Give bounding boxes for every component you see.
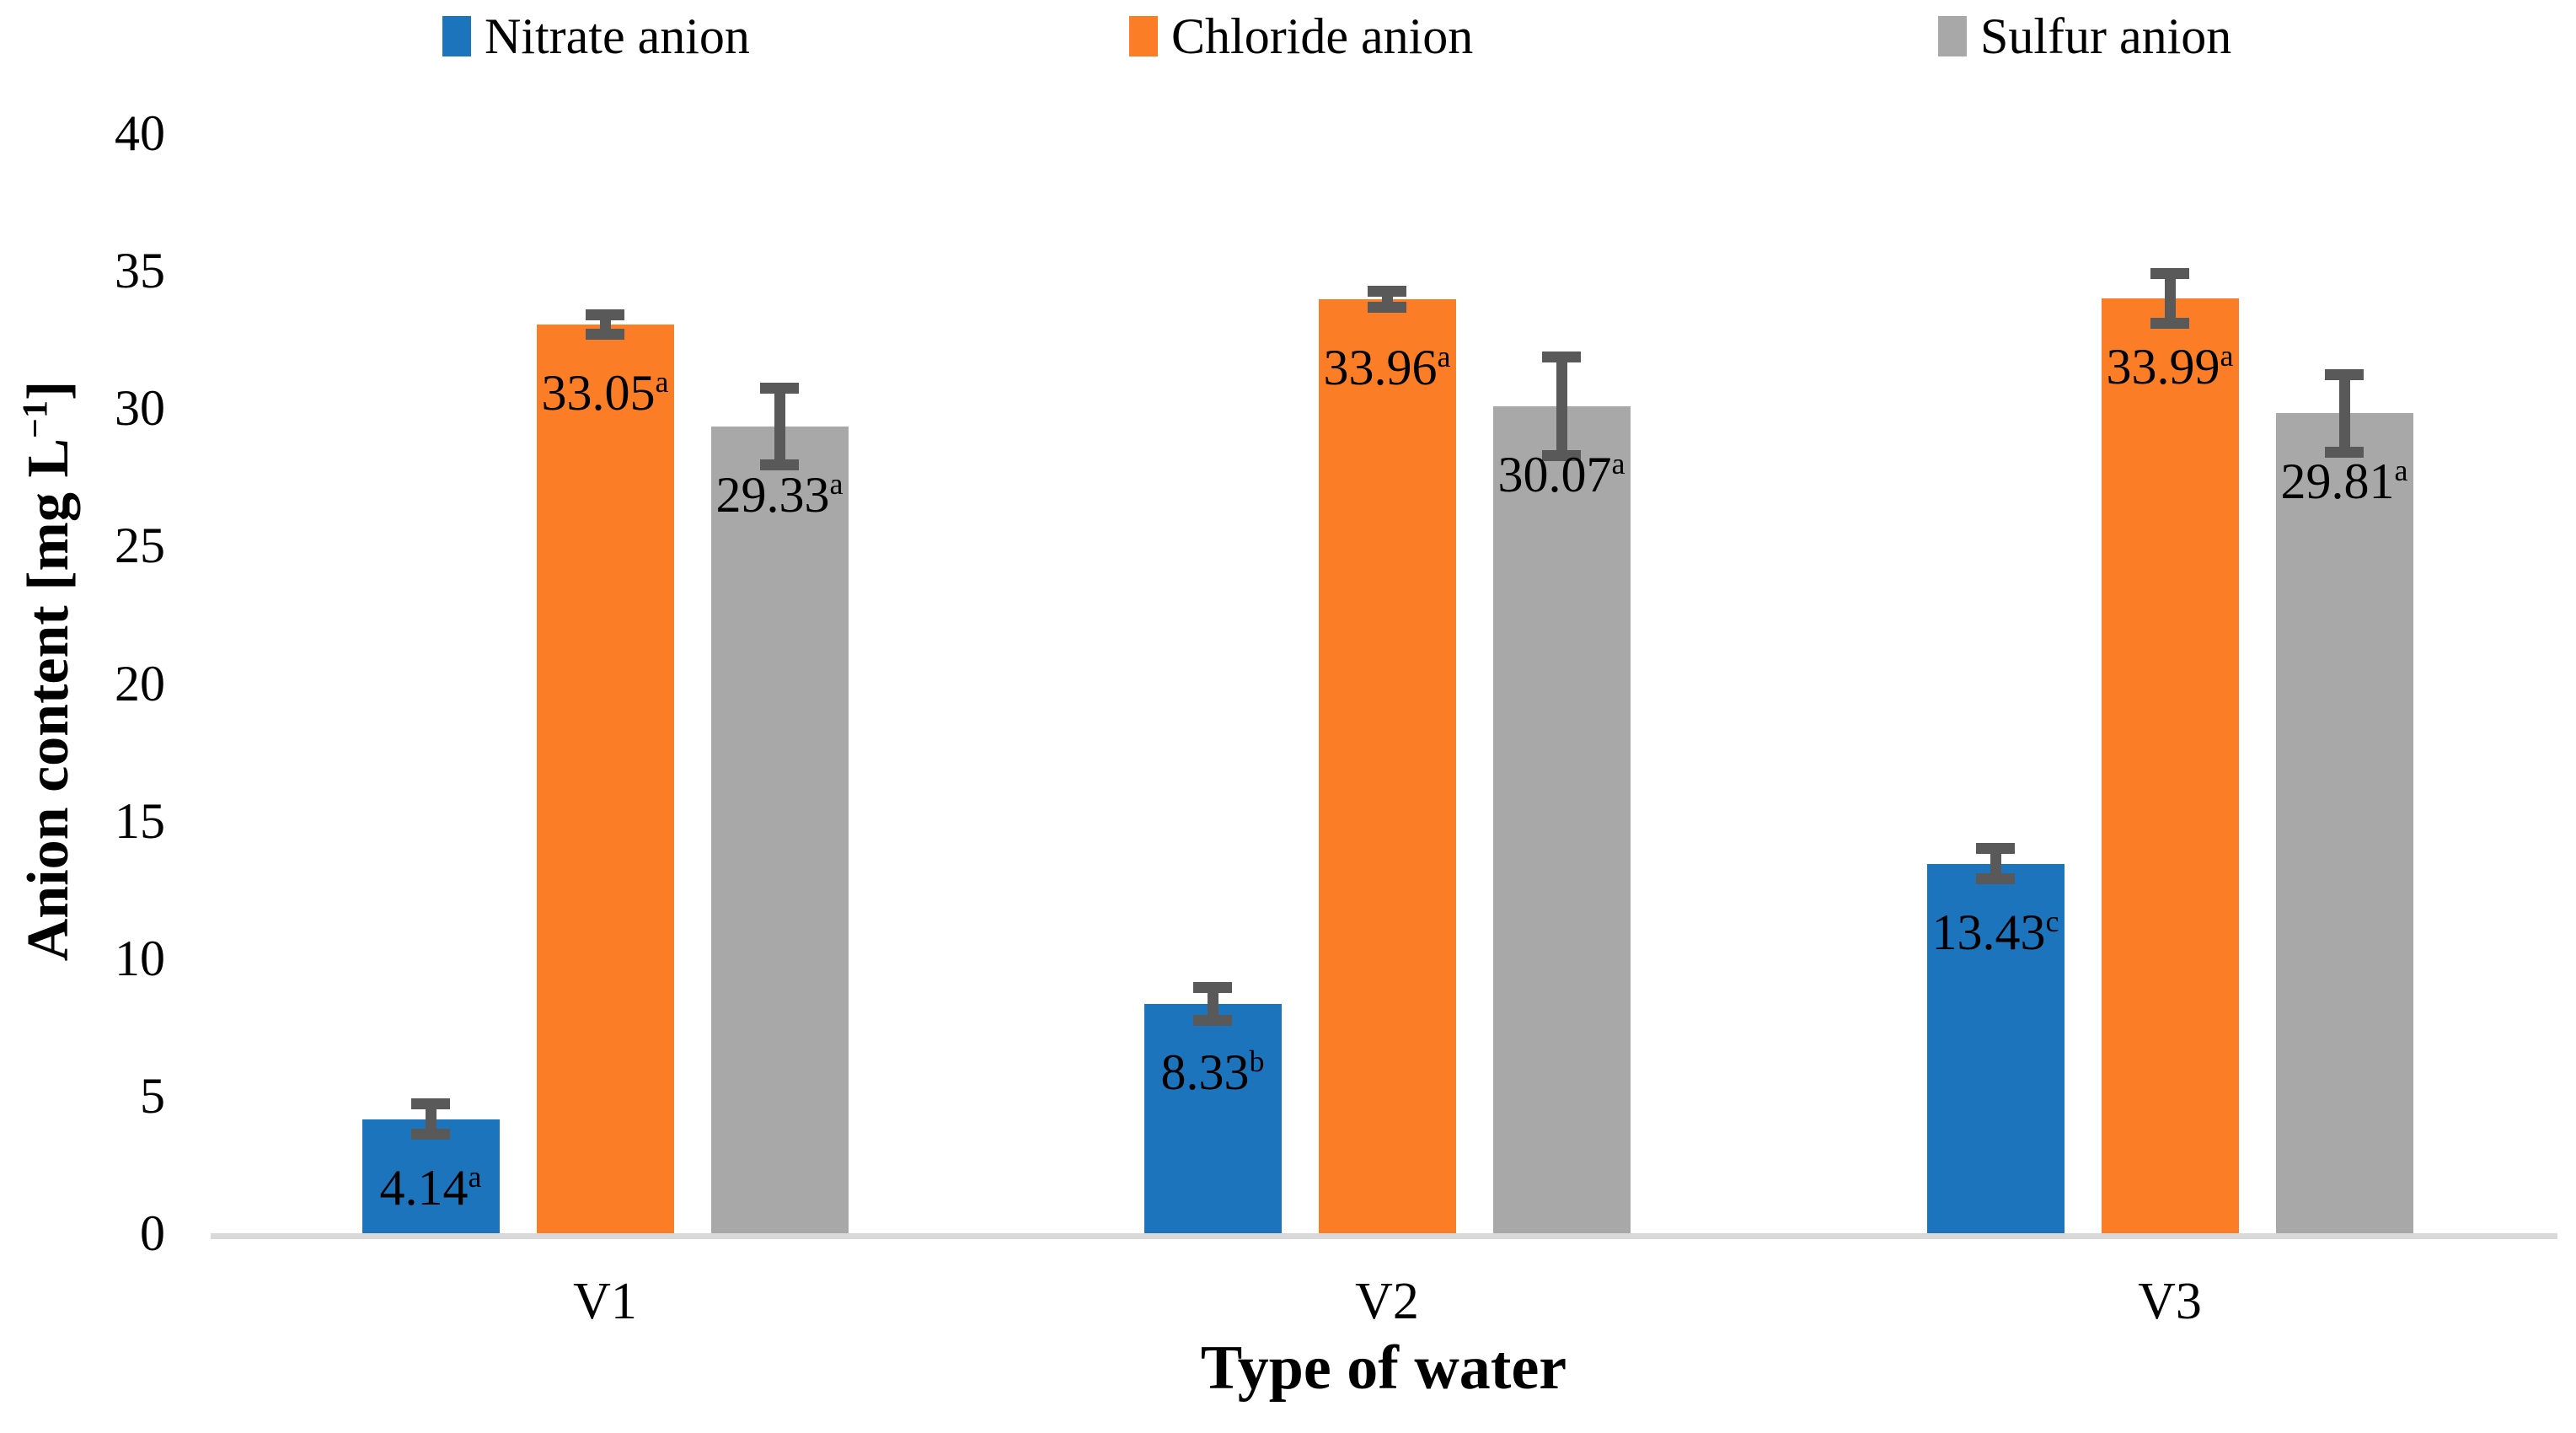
bar-value: 33.99 <box>2106 339 2220 395</box>
bar <box>710 427 849 1233</box>
error-bar-stem <box>2338 369 2350 458</box>
error-bar-stem <box>2164 268 2176 329</box>
legend-label: Nitrate anion <box>485 8 750 64</box>
significance-letter: c <box>2045 904 2059 938</box>
error-bar-top-cap <box>2150 268 2189 280</box>
bar <box>1492 405 1631 1233</box>
y-tick-label: 35 <box>115 243 165 299</box>
error-bar-stem <box>774 382 785 471</box>
legend-item: Nitrate anion <box>442 7 750 66</box>
bar <box>536 324 674 1233</box>
error-bar-bottom-cap <box>2325 446 2364 458</box>
legend-item: Chloride anion <box>1129 7 1473 66</box>
error-bar-top-cap <box>1542 351 1581 362</box>
significance-letter: a <box>1611 446 1625 480</box>
error-bar-top-cap <box>586 309 624 320</box>
significance-letter: a <box>2394 454 2408 488</box>
bar-value-label: 4.14a <box>345 1158 517 1217</box>
x-axis-line <box>211 1233 2557 1239</box>
error-bar-top-cap <box>411 1098 450 1110</box>
y-tick-label: 0 <box>140 1205 165 1261</box>
bar <box>2101 298 2239 1233</box>
error-bar-bottom-cap <box>2150 317 2189 329</box>
bar-value: 29.81 <box>2280 454 2395 510</box>
error-bar-stem <box>1556 351 1567 462</box>
legend-swatch <box>1129 16 1158 56</box>
bar <box>1143 1004 1282 1233</box>
y-tick-label: 40 <box>115 105 165 161</box>
x-category-label: V2 <box>1355 1273 1419 1330</box>
bar-value: 33.96 <box>1323 340 1438 396</box>
error-bar-top-cap <box>1368 285 1406 297</box>
y-tick-label: 20 <box>115 655 165 711</box>
y-tick-label: 15 <box>115 792 165 849</box>
bar-value: 29.33 <box>715 467 830 523</box>
bar-value: 4.14 <box>379 1159 469 1216</box>
bar-value: 33.05 <box>541 364 656 421</box>
legend-swatch <box>442 16 471 56</box>
error-bar-bottom-cap <box>1193 1015 1232 1027</box>
bar <box>1926 863 2065 1233</box>
bar-value-label: 8.33b <box>1127 1043 1299 1102</box>
significance-letter: b <box>1249 1044 1265 1079</box>
bar <box>1318 299 1456 1233</box>
bar-value-label: 33.96a <box>1302 338 1473 397</box>
error-bar-top-cap <box>1193 982 1232 994</box>
y-tick-label: 5 <box>140 1067 165 1124</box>
error-bar-bottom-cap <box>411 1129 450 1140</box>
bar-value-label: 29.33a <box>694 465 865 524</box>
bar-value: 13.43 <box>1931 904 2046 960</box>
legend: Nitrate anion Chloride anion Sulfur anion <box>0 7 2576 74</box>
error-bar-bottom-cap <box>586 328 624 340</box>
bar <box>2275 413 2413 1233</box>
bar-value-label: 33.05a <box>520 363 691 422</box>
significance-letter: a <box>468 1159 482 1194</box>
error-bar-bottom-cap <box>760 459 799 471</box>
bar-value-label: 13.43c <box>1910 903 2081 962</box>
error-bar-top-cap <box>1976 843 2015 855</box>
legend-label: Sulfur anion <box>1980 8 2232 64</box>
y-tick-label: 10 <box>115 930 165 986</box>
legend-item: Sulfur anion <box>1938 7 2231 66</box>
significance-letter: a <box>1437 340 1451 374</box>
error-bar-top-cap <box>760 382 799 394</box>
error-bar-stem <box>1207 982 1218 1027</box>
bar-value-label: 30.07a <box>1476 445 1647 504</box>
legend-swatch <box>1938 16 1967 56</box>
bar-value: 30.07 <box>1497 446 1612 502</box>
bar-value-label: 29.81a <box>2259 452 2430 511</box>
y-tick-label: 30 <box>115 380 165 437</box>
significance-letter: a <box>655 364 669 399</box>
error-bar-bottom-cap <box>1542 450 1581 462</box>
significance-letter: a <box>829 467 843 502</box>
x-category-label: V1 <box>573 1273 637 1330</box>
significance-letter: a <box>2220 339 2234 373</box>
bar-value: 8.33 <box>1160 1044 1250 1101</box>
y-tick-label: 25 <box>115 518 165 574</box>
legend-label: Chloride anion <box>1171 8 1474 64</box>
error-bar-top-cap <box>2325 369 2364 381</box>
error-bar-bottom-cap <box>1976 873 2015 885</box>
error-bar-bottom-cap <box>1368 302 1406 314</box>
bar-value-label: 33.99a <box>2085 337 2256 396</box>
x-axis-title: Type of water <box>1200 1334 1567 1403</box>
x-category-label: V3 <box>2138 1273 2202 1330</box>
